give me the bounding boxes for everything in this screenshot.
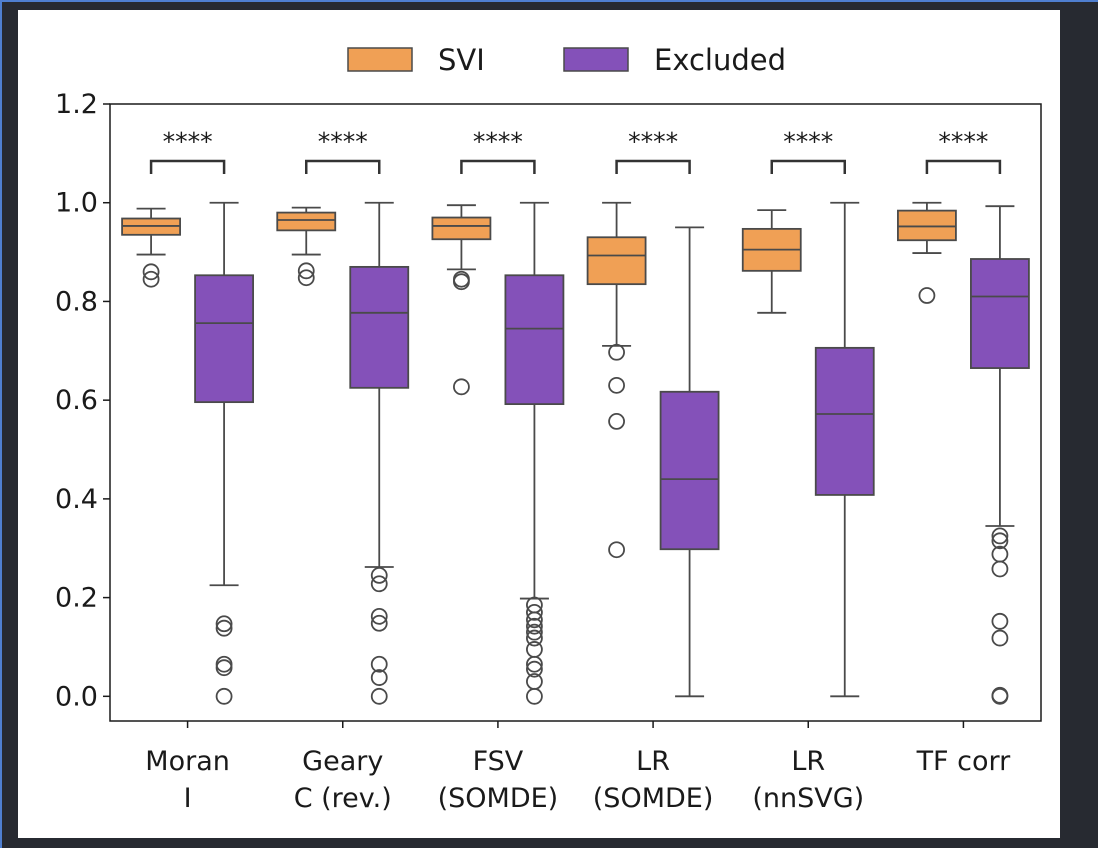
excluded-outlier [991,532,1009,550]
svi-box [897,209,957,242]
y-tick-label: 0.6 [55,385,98,416]
x-tick-label-line2: C (rev.) [294,783,392,814]
x-tick-label: LR [791,746,825,777]
excluded-outlier [526,617,543,635]
excluded-box [194,274,254,404]
excluded-outlier [370,575,388,593]
excluded-outlier [991,560,1009,578]
significance-bracket [460,159,536,174]
svi-outlier [453,270,470,288]
y-tick-label: 1.0 [55,188,98,219]
excluded-outlier [526,596,543,614]
svi-outlier [297,262,315,280]
significance-label: **** [473,127,523,156]
significance-label: **** [163,127,213,156]
excluded-outlier [215,615,233,633]
excluded-outlier [215,655,233,673]
x-tick-label: LR [636,746,670,777]
x-tick-label: TF corr [916,746,1012,777]
excluded-outlier [370,566,388,584]
excluded-outlier [991,545,1009,563]
excluded-outlier [526,604,543,621]
y-tick-label: 0.2 [55,583,98,614]
excluded-outlier [526,673,543,690]
significance-label: **** [628,127,678,156]
plot-area-border [109,103,1042,722]
svi-outlier [608,343,625,361]
excluded-outlier [370,669,388,686]
legend-label-excluded: Excluded [654,43,786,77]
legend-swatch-svi [347,47,413,72]
excluded-outlier [991,612,1009,630]
svi-outlier [608,376,625,394]
excluded-outlier [526,660,543,678]
excluded-box [659,390,720,551]
significance-label: **** [318,127,368,156]
excluded-outlier [991,527,1009,545]
significance-bracket [925,159,1002,174]
svi-box [276,211,337,232]
excluded-outlier [991,629,1009,647]
y-tick-label: 0.0 [55,681,98,712]
x-tick-label: Geary [302,746,383,777]
excluded-box [814,346,875,496]
excluded-outlier [991,686,1009,704]
legend-label-svi: SVI [438,43,485,77]
excluded-outlier [370,614,388,632]
svi-outlier [142,270,160,288]
svi-outlier [453,378,470,396]
excluded-outlier [370,687,388,705]
excluded-outlier [370,607,388,625]
legend-swatch-excluded [563,47,629,72]
x-tick-label: Moran [145,746,230,777]
excluded-outlier [215,687,233,705]
boxplot-chart: 0.0 0.2 0.4 0.6 0.8 1.0 1.2 **** Moran I **** Geary… [55,43,1042,814]
excluded-outlier [526,687,543,705]
significance-bracket [770,159,846,174]
significance-bracket [149,159,226,174]
svi-outlier [142,263,160,281]
excluded-box [970,258,1030,369]
excluded-outlier [215,619,233,637]
svi-outlier [608,412,625,430]
x-tick-label-line2: (SOMDE) [593,783,714,814]
x-tick-label: FSV [473,746,524,777]
y-tick-label: 0.8 [55,286,98,317]
excluded-outlier [526,629,543,647]
significance-label: **** [783,127,833,156]
significance-bracket [615,159,691,174]
x-tick-label-line2: (nnSVG) [752,783,864,814]
excluded-box [349,265,410,389]
figure-panel: 0.0 0.2 0.4 0.6 0.8 1.0 1.2 **** Moran I **** Geary… [18,10,1060,838]
excluded-outlier [526,641,543,658]
y-tick-label: 1.2 [55,89,98,120]
svi-outlier [918,287,936,304]
svi-box [586,236,647,286]
excluded-box [504,274,565,406]
x-tick-label-line2: (SOMDE) [438,783,559,814]
significance-label: **** [938,127,988,156]
significance-bracket [305,159,381,174]
excluded-outlier [215,659,233,677]
x-tick-label-line2: I [184,783,192,814]
excluded-outlier [526,623,543,641]
y-tick-label: 0.4 [55,484,98,515]
svi-outlier [608,541,625,559]
svi-outlier [297,269,315,287]
svi-box [431,216,492,241]
excluded-outlier [370,655,388,673]
